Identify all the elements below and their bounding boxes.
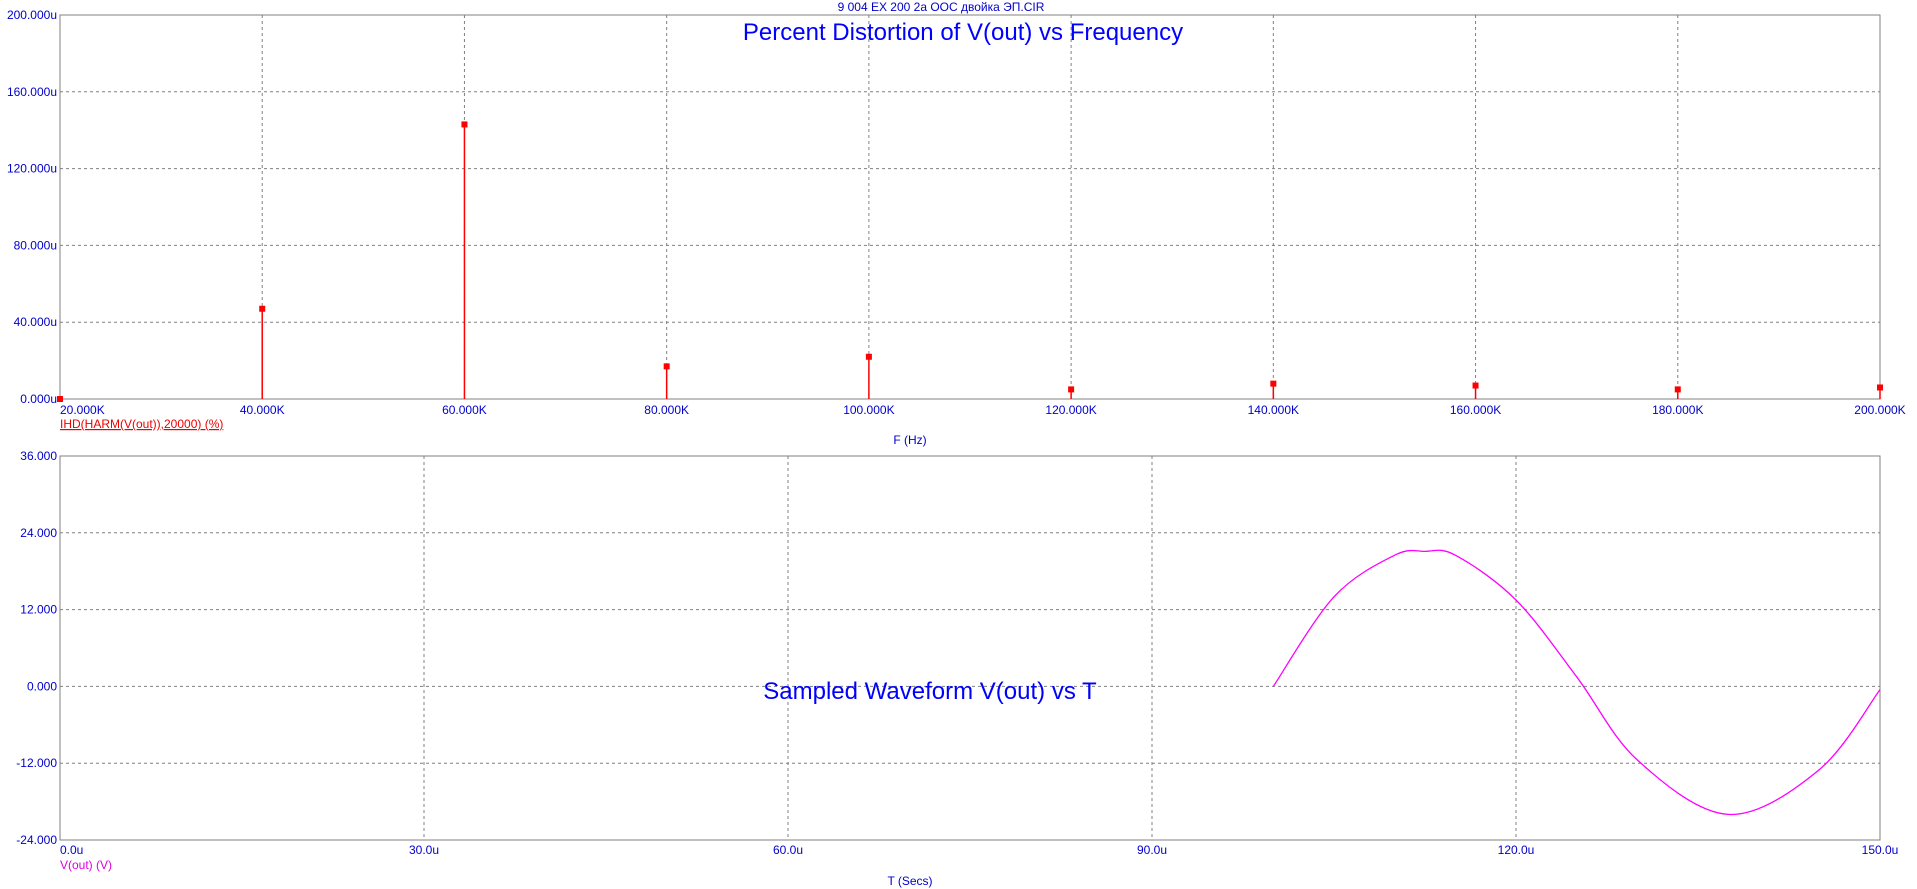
y-tick-label: 0.000u xyxy=(20,392,57,406)
harmonic-point xyxy=(1270,380,1277,387)
x-tick-label: 80.000K xyxy=(644,403,689,417)
sampled-waveform-plot: -24.000 -12.000 0.000 12.000 24.000 36.000 0.0… xyxy=(16,449,1898,888)
x-tick-label: 30.0u xyxy=(409,843,439,857)
plot-frame xyxy=(59,455,1881,841)
x-tick-label: 140.000K xyxy=(1248,403,1299,417)
x-tick-label: 40.000K xyxy=(240,403,285,417)
y-tick-label: 12.000 xyxy=(20,603,57,617)
harmonic-point xyxy=(259,305,266,312)
harmonic-point xyxy=(461,121,468,128)
chart-title: Percent Distortion of V(out) vs Frequenc… xyxy=(743,19,1183,46)
x-tick-label: 20.000K xyxy=(60,403,105,417)
x-axis-label: T (Secs) xyxy=(887,874,932,888)
y-tick-label: 160.000u xyxy=(7,85,57,99)
x-tick-label: 200.000K xyxy=(1854,403,1905,417)
x-tick-label: 60.000K xyxy=(442,403,487,417)
y-tick-label: -12.000 xyxy=(16,756,57,770)
harmonic-point xyxy=(1674,386,1681,393)
x-tick-label: 120.000K xyxy=(1045,403,1096,417)
x-tick-label: 180.000K xyxy=(1652,403,1703,417)
y-tick-label: 40.000u xyxy=(14,315,57,329)
x-tick-label: 160.000K xyxy=(1450,403,1501,417)
legend-label: V(out) (V) xyxy=(60,858,112,872)
x-tick-label: 0.0u xyxy=(60,843,83,857)
y-tick-label: 200.000u xyxy=(7,8,57,22)
y-tick-label: 36.000 xyxy=(20,449,57,463)
x-tick-label: 60.0u xyxy=(773,843,803,857)
y-tick-label: 0.000 xyxy=(27,679,57,693)
file-title: 9 004 EX 200 2a ООС двойка ЭП.CIR xyxy=(838,0,1045,14)
x-axis-label: F (Hz) xyxy=(893,433,926,447)
x-tick-label: 120.0u xyxy=(1498,843,1535,857)
harmonic-point xyxy=(57,396,63,402)
chart-title: Sampled Waveform V(out) vs T xyxy=(763,678,1097,705)
x-tick-label: 150.0u xyxy=(1862,843,1899,857)
harmonic-point xyxy=(663,363,670,370)
y-tick-label: -24.000 xyxy=(16,833,57,847)
harmonic-point xyxy=(1877,384,1883,391)
x-tick-label: 90.0u xyxy=(1137,843,1167,857)
harmonic-point xyxy=(1068,386,1075,393)
y-tick-label: 120.000u xyxy=(7,162,57,176)
x-tick-label: 100.000K xyxy=(843,403,894,417)
y-tick-label: 80.000u xyxy=(14,238,57,252)
y-tick-label: 24.000 xyxy=(20,526,57,540)
legend-label: IHD(HARM(V(out)),20000) (%) xyxy=(60,417,223,431)
waveform-line xyxy=(1272,549,1881,816)
harmonic-distortion-plot: 0.000u 40.000u 80.000u 120.000u 160.000u 200.… xyxy=(7,8,1906,447)
harmonic-point xyxy=(865,353,872,360)
plot-frame xyxy=(59,14,1881,400)
harmonic-point xyxy=(1472,382,1479,389)
